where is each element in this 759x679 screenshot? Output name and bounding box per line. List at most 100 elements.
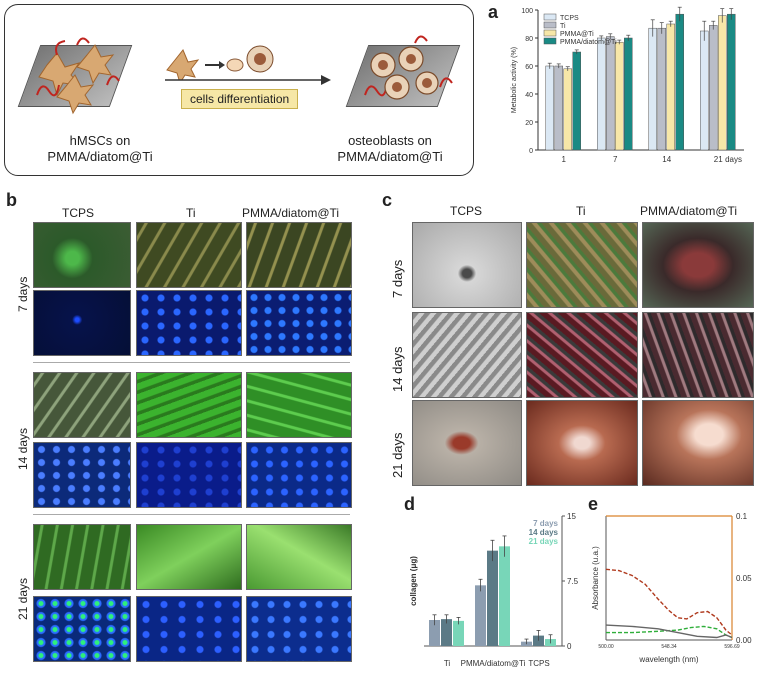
d-legend-label: 14 days [529,528,559,537]
c-row-21days: 21 days [390,432,405,478]
a-ytick-label: 100 [521,8,533,15]
c-col-tcps: TCPS [450,204,483,218]
schematic-box: cells differentiation hMSCs on PMMA/diat… [4,4,474,176]
b-21d-tcps-blue [33,596,131,662]
e-xlabel: wavelength (nm) [638,655,698,664]
a-bar [545,65,554,151]
a-bar [718,15,727,151]
collagen-chart: 0 7.5 15 collagen (μg) Ti PMMA/diatom@Ti TCPS 7… [409,512,579,668]
b-7d-ti-blue [136,290,242,356]
b-21d-tcps-green [33,524,131,590]
b-7d-tcps-green [33,222,131,288]
d-bar [487,550,498,646]
panel-label-a: a [488,2,499,22]
hmsc-cells-illustration [36,37,120,115]
a-legend-swatch [543,29,557,37]
b-14d-ti-green [136,372,242,438]
b-21d-ti-blue [136,596,242,662]
b-14d-tcps-blue [33,442,131,508]
a-ytick-label: 80 [525,36,533,43]
c-col-pmma: PMMA/diatom@Ti [640,204,738,218]
a-xtick-label: 14 [662,155,671,164]
d-bar [453,620,464,646]
metabolic-activity-chart: 0 20 40 60 80 100 Metabolic activity (%) 1 7 14 21… [511,6,744,164]
a-bar [624,37,633,151]
right-caption-line2: PMMA/diatom@Ti [337,149,443,164]
e-xtick-label: 500.00 [598,644,614,650]
a-bar [648,27,657,151]
e-ytick-label: 0.00 [736,636,752,645]
e-series-line [605,568,733,636]
a-legend-label: PMMA@Ti [560,31,594,38]
b-21d-ti-green [136,524,242,590]
b-row-21days: 21 days [16,577,30,620]
b-21d-pmma-blue [246,596,352,662]
a-bar [554,65,563,151]
b-21d-pmma-green [246,524,352,590]
d-ytick-label: 15 [567,512,576,521]
b-14d-tcps-green [33,372,131,438]
e-series-line [606,625,733,639]
a-legend-swatch [543,37,557,45]
b-7d-pmma-blue [246,290,352,356]
a-ytick-label: 0 [529,148,533,155]
a-ytick-label: 20 [525,120,533,127]
d-ylabel: collagen (μg) [409,556,418,606]
a-bar [727,13,736,151]
left-caption-line1: hMSCs on [69,133,131,148]
panel-label-b: b [6,190,17,210]
c-14d-pmma [642,312,754,398]
a-bar [563,68,572,151]
e-series-line [605,624,733,639]
a-ylabel: Metabolic activity (%) [511,47,518,113]
b-14d-pmma-blue [246,442,352,508]
d-ytick-label: 0 [567,642,572,651]
d-bar [441,619,452,646]
d-xtick-label: PMMA/diatom@Ti [461,659,526,668]
a-bar [597,37,606,151]
d-bar [475,585,486,646]
a-bar [709,25,718,151]
a-bar [657,27,666,151]
a-legend-label: Ti [560,23,566,30]
process-arrow [165,75,331,85]
a-xtick-label: 21 [714,155,723,164]
right-caption: osteoblasts on PMMA/diatom@Ti [305,133,475,165]
e-xtick-label: 596.69 [724,644,740,650]
differentiation-sequence-icon [166,45,274,80]
e-ytick-label: 0.05 [736,574,752,583]
c-21d-ti [526,400,638,486]
osteoblast-cells-illustration [364,35,453,100]
b-col-tcps: TCPS [62,206,95,220]
d-bar [429,620,440,646]
b-row-14days: 14 days [16,427,30,470]
c-7d-tcps [412,222,522,308]
a-legend-swatch [543,21,557,29]
a-legend-swatch [543,13,557,21]
d-xtick-label: Ti [444,659,451,668]
c-14d-tcps [412,312,522,398]
a-ytick-label: 60 [525,64,533,71]
a-x-unit: days [725,155,742,164]
c-7d-pmma [642,222,754,308]
c-col-ti: Ti [576,204,586,218]
a-xtick-label: 1 [562,155,567,164]
c-21d-tcps [412,400,522,486]
right-caption-line1: osteoblasts on [348,133,432,148]
b-row-7days: 7 days [16,276,30,312]
b-7d-pmma-green [246,222,352,288]
c-7d-ti [526,222,638,308]
panel-label-d: d [404,494,415,514]
c-21d-pmma [642,400,754,486]
b-col-pmma: PMMA/diatom@Ti [242,206,340,220]
left-caption: hMSCs on PMMA/diatom@Ti [15,133,185,165]
d-bar [499,546,510,646]
b-7d-tcps-blue [33,290,131,356]
e-ytick-label: 0.1 [736,512,748,521]
panel-label-e: e [588,494,599,514]
a-bar [700,30,709,151]
panel-label-c: c [382,190,393,210]
c-row-7days: 7 days [390,259,405,298]
a-legend-label: PMMA/diatom@Ti [560,39,617,46]
a-bar [675,13,684,151]
